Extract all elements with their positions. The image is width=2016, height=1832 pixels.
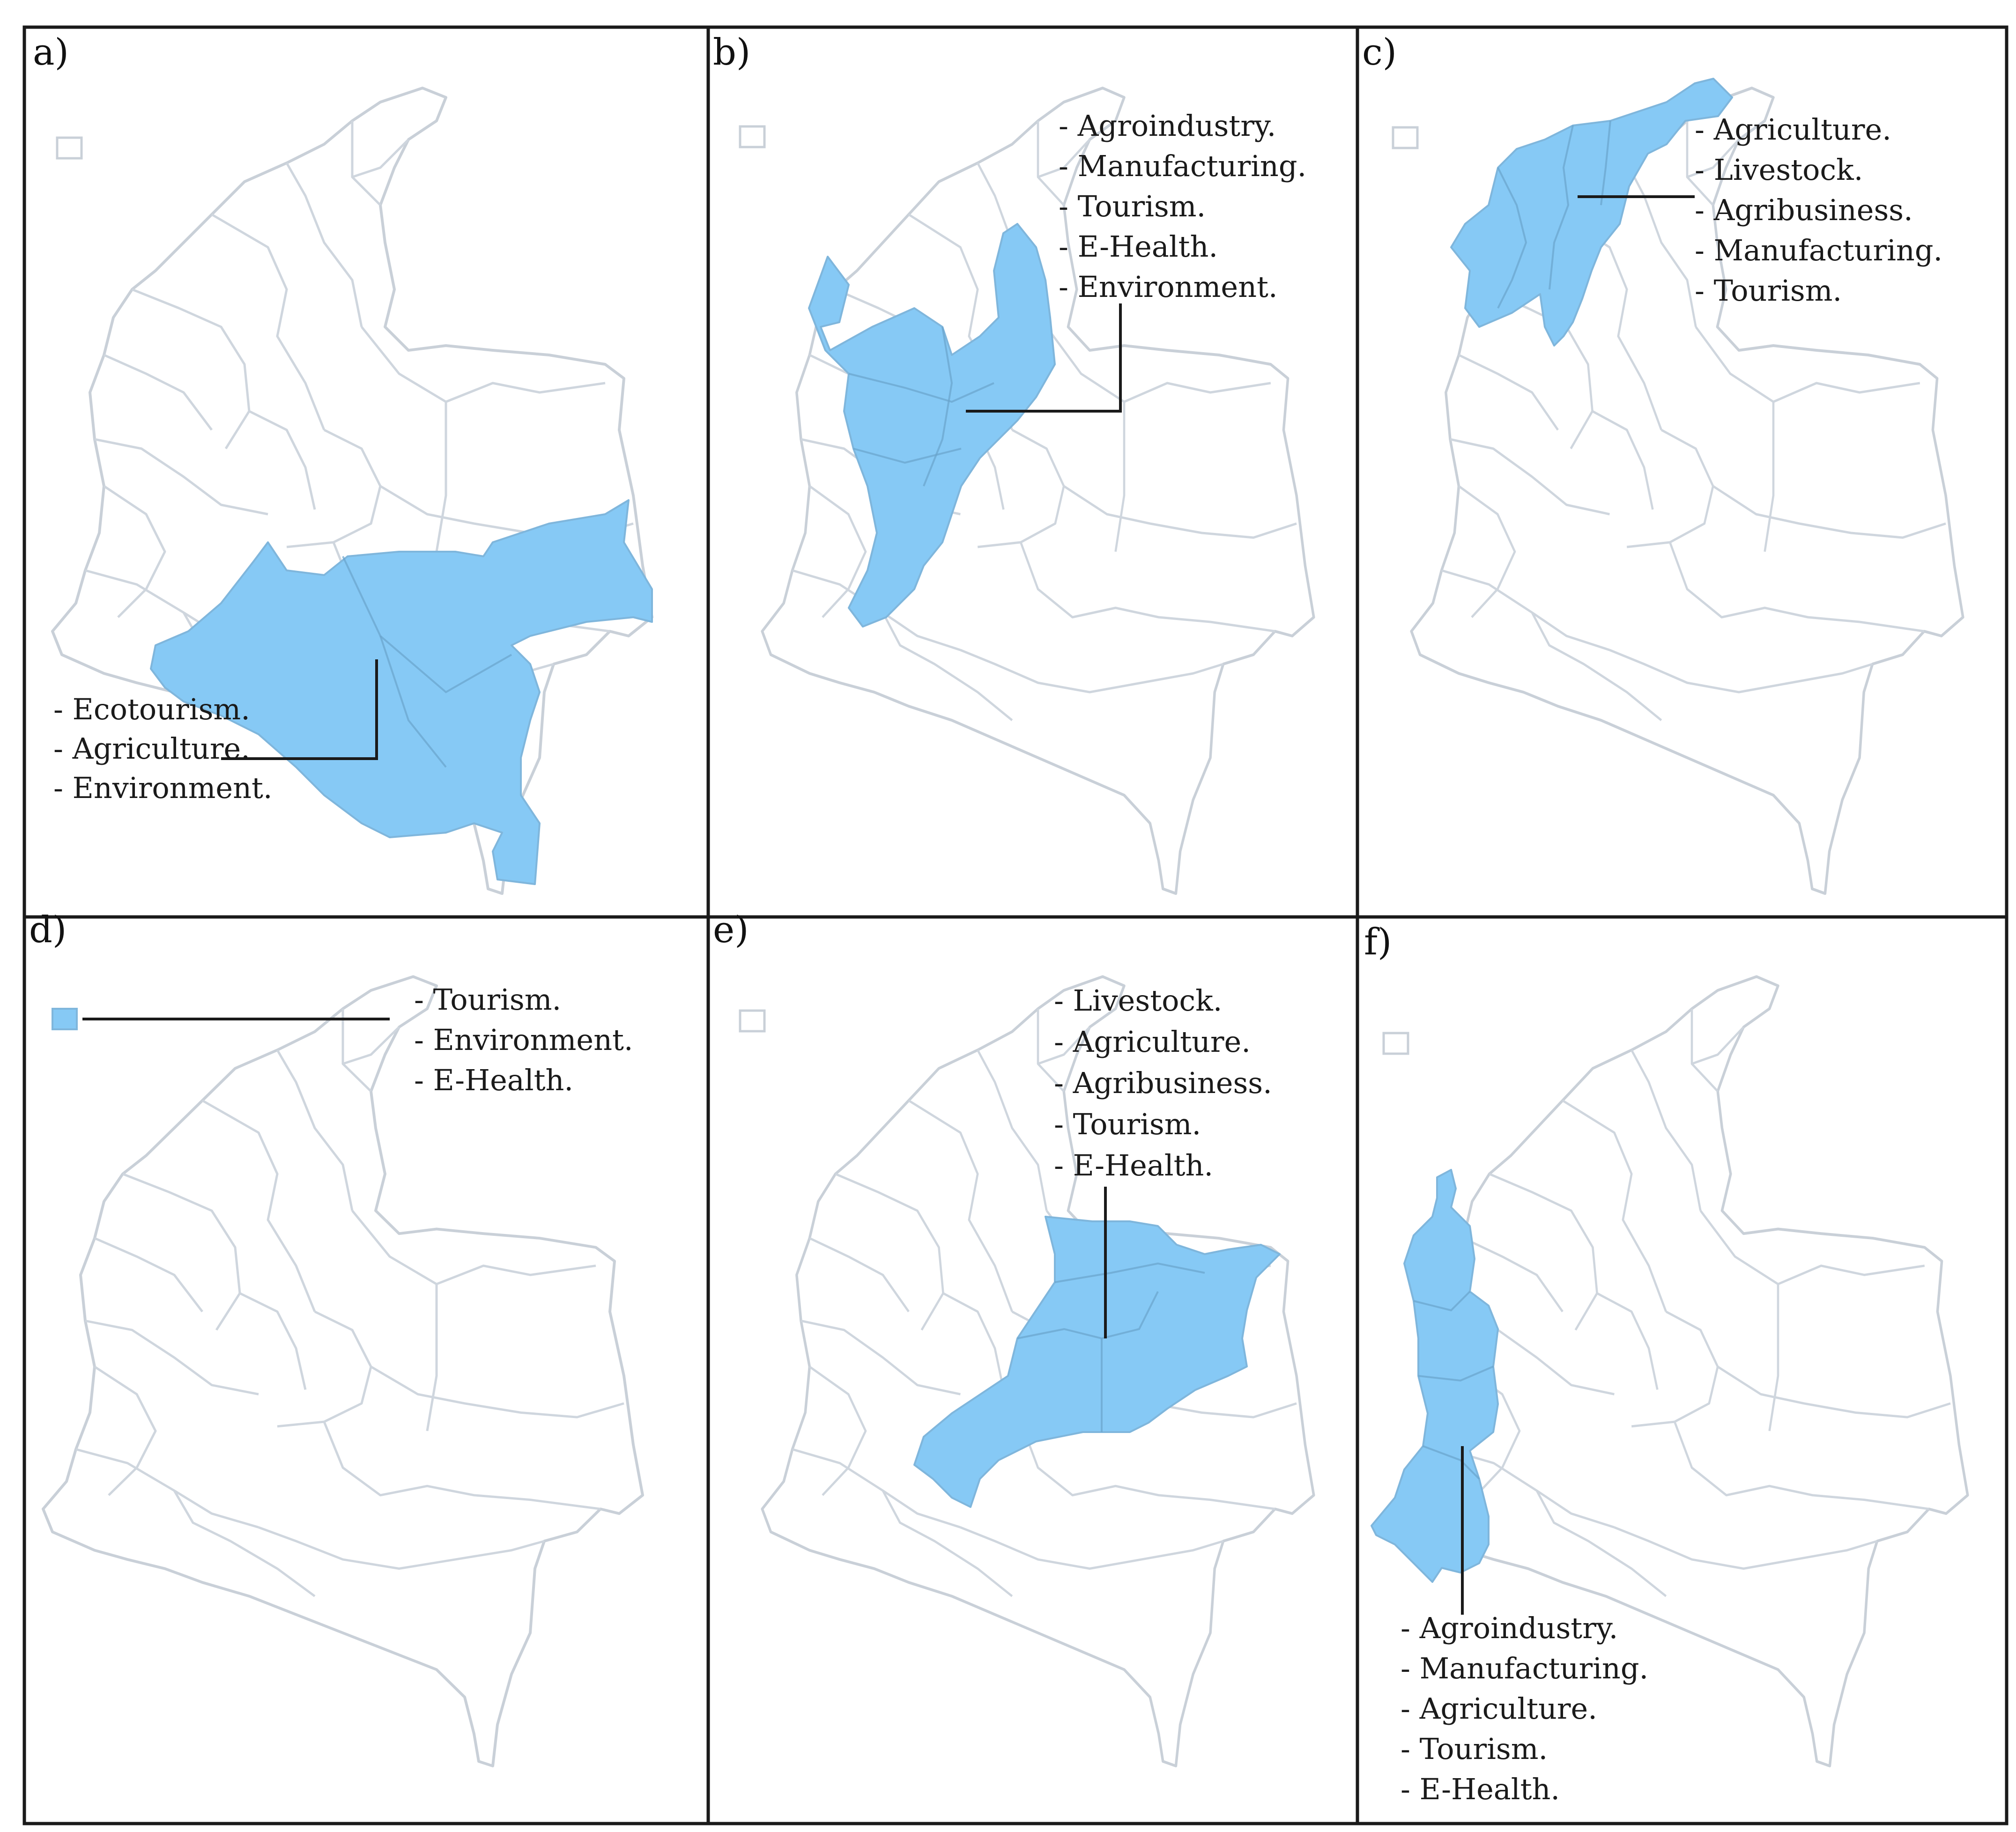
sector-item: - Agriculture. <box>1054 1025 1251 1059</box>
sector-item: - Environment. <box>53 771 273 805</box>
panel-frame-f <box>1356 915 2009 1825</box>
sector-item: - E-Health. <box>1054 1148 1213 1182</box>
highlighted-region <box>913 1216 1281 1508</box>
panel-label: e) <box>713 909 749 951</box>
sector-item: - Tourism. <box>1059 189 1206 223</box>
legend-box <box>1392 126 1419 149</box>
sector-item: - Ecotourism. <box>53 692 250 726</box>
panel-label: c) <box>1362 31 1397 74</box>
legend-box <box>739 125 766 148</box>
sector-list: - Agriculture. - Livestock. - Agribusine… <box>1695 112 1942 308</box>
sector-item: - Agriculture. <box>1401 1692 1597 1726</box>
highlighted-region <box>808 223 1056 628</box>
panel-d: d) - Tourism. - Environment. - E-Health. <box>29 909 643 1766</box>
sector-item: - Tourism. <box>1054 1107 1201 1141</box>
highlighted-region <box>150 499 653 885</box>
sector-item: - Agriculture. <box>53 731 250 766</box>
legend-box <box>739 1009 766 1033</box>
sector-list: - Tourism. - Environment. - E-Health. <box>414 982 633 1097</box>
colombia-map <box>762 88 1314 894</box>
panel-label: b) <box>713 31 750 74</box>
sector-item: - Agroindustry. <box>1059 109 1276 143</box>
sector-item: - E-Health. <box>1401 1772 1560 1806</box>
sector-item: - Environment. <box>1059 270 1278 304</box>
sector-item: - Agriculture. <box>1695 112 1891 147</box>
panel-f: f) - Agroindustry. - Manufacturing. - Ag… <box>1364 921 1968 1806</box>
sector-item: - E-Health. <box>1059 229 1218 264</box>
sector-item: - Tourism. <box>1695 273 1842 308</box>
panel-b: b) - Agroindustry. - Manufacturing. - To… <box>713 31 1314 894</box>
sector-item: - Tourism. <box>414 982 561 1017</box>
panel-a: a) - Ecotourism. - Agriculture. - Enviro… <box>33 31 652 894</box>
sector-item: - Livestock. <box>1054 983 1222 1018</box>
sector-list: - Livestock. - Agriculture. - Agribusine… <box>1054 983 1272 1182</box>
panel-label: a) <box>33 31 69 74</box>
legend-box <box>56 136 83 160</box>
panel-label: f) <box>1364 921 1392 963</box>
legend-box <box>1382 1032 1409 1055</box>
highlighted-region <box>1371 1169 1499 1583</box>
sector-item: - Agribusiness. <box>1054 1066 1272 1100</box>
sector-item: - Manufacturing. <box>1695 233 1942 267</box>
leader-line <box>966 303 1122 413</box>
panel-label: d) <box>29 909 67 951</box>
sector-list: - Ecotourism. - Agriculture. - Environme… <box>53 692 273 805</box>
sector-item: - Environment. <box>414 1023 633 1057</box>
sector-list: - Agroindustry. - Manufacturing. - Touri… <box>1059 109 1306 304</box>
panel-c: c) - Agriculture. - Livestock. - Agribus… <box>1362 31 1963 894</box>
sector-item: - Agribusiness. <box>1695 193 1913 227</box>
sector-item: - Manufacturing. <box>1401 1651 1648 1685</box>
sector-item: - E-Health. <box>414 1063 573 1097</box>
sector-list: - Agroindustry. - Manufacturing. - Agric… <box>1401 1611 1648 1806</box>
legend-box <box>52 1008 78 1030</box>
leader-line <box>221 659 378 760</box>
sector-item: - Livestock. <box>1695 153 1863 187</box>
sector-item: - Manufacturing. <box>1059 149 1306 183</box>
panel-e: e) - Livestock. - Agriculture. - Agribus… <box>713 909 1314 1766</box>
sector-item: - Agroindustry. <box>1401 1611 1618 1645</box>
highlighted-region <box>1450 78 1733 347</box>
sector-item: - Tourism. <box>1401 1732 1548 1766</box>
colombia-map <box>1416 976 1968 1766</box>
